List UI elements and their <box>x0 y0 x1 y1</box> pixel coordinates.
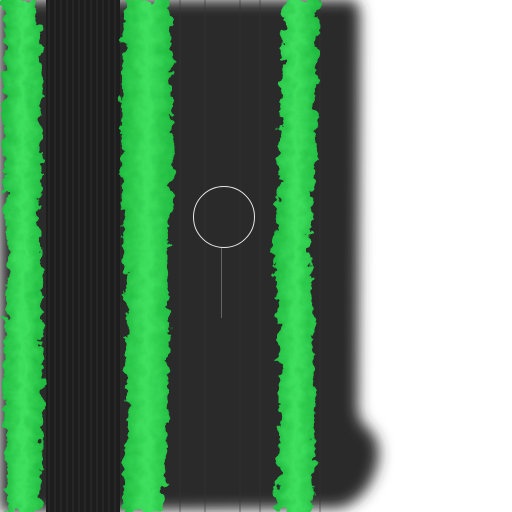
crop-row-left <box>2 0 43 512</box>
plowed-strip <box>46 0 120 512</box>
crop-row-right <box>274 0 318 512</box>
crop-row-middle <box>121 0 173 512</box>
ground-texture <box>179 0 321 512</box>
